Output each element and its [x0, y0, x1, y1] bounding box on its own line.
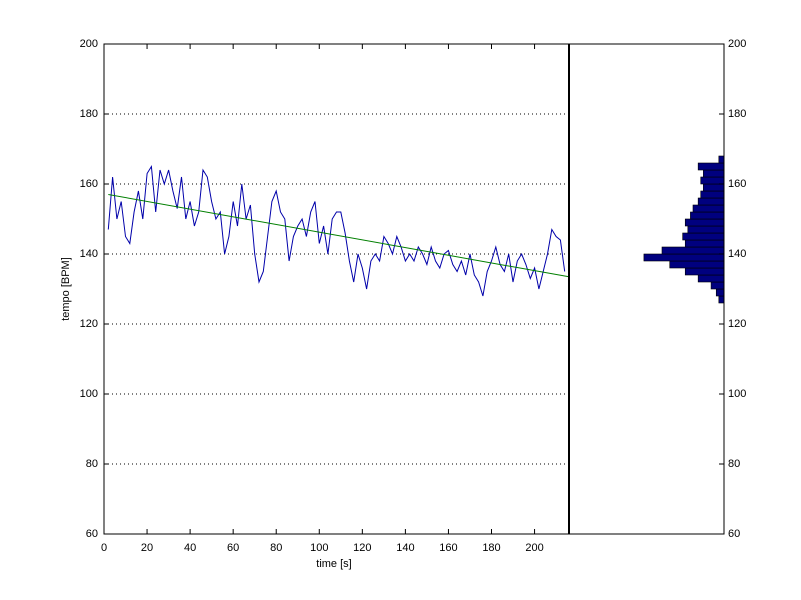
y-tick-label: 100: [80, 388, 98, 400]
histogram-bar: [710, 281, 725, 290]
y-tick-label: 160: [80, 178, 98, 190]
series-line: [107, 164, 566, 297]
x-tick-label: 160: [439, 542, 457, 554]
histogram-bar: [703, 183, 725, 192]
x-tick-label: 80: [270, 542, 282, 554]
y-tick-label: 180: [728, 108, 746, 120]
x-tick-label: 200: [525, 542, 543, 554]
histogram-bar: [684, 239, 725, 248]
histogram-bar: [684, 218, 725, 227]
y-tick-label: 200: [80, 38, 98, 50]
y-tick-label: 180: [80, 108, 98, 120]
y-axis-label: tempo [BPM]: [60, 257, 72, 321]
y-tick-label: 160: [728, 178, 746, 190]
histogram-bar: [690, 211, 725, 220]
y-tick-label: 80: [728, 458, 740, 470]
x-tick-label: 40: [184, 542, 196, 554]
y-tick-label: 140: [728, 248, 746, 260]
y-tick-label: 120: [728, 318, 746, 330]
histogram-bar: [684, 267, 725, 276]
x-tick-label: 140: [396, 542, 414, 554]
histogram-bar: [718, 295, 725, 304]
histogram-bar: [669, 260, 725, 269]
y-tick-label: 200: [728, 38, 746, 50]
x-axis-label: time [s]: [316, 558, 351, 570]
y-tick-label: 140: [80, 248, 98, 260]
series-line: [108, 194, 570, 278]
y-tick-label: 60: [86, 528, 98, 540]
x-tick-label: 180: [482, 542, 500, 554]
x-tick-label: 20: [141, 542, 153, 554]
x-tick-label: 0: [101, 542, 107, 554]
histogram-bar: [643, 253, 725, 262]
histogram-bar: [697, 197, 725, 206]
y-tick-label: 120: [80, 318, 98, 330]
histogram-bar: [697, 274, 725, 283]
y-tick-label: 80: [86, 458, 98, 470]
histogram-bar: [692, 204, 725, 213]
histogram-bar: [718, 155, 725, 164]
y-tick-label: 100: [728, 388, 746, 400]
histogram-bar: [687, 225, 725, 234]
histogram-bar: [682, 232, 725, 241]
histogram-bar: [661, 246, 725, 255]
axes-box: [568, 43, 725, 535]
x-tick-label: 60: [227, 542, 239, 554]
y-tick-label: 60: [728, 528, 740, 540]
histogram-bar: [703, 169, 725, 178]
histogram-bar: [697, 162, 725, 171]
histogram-bar: [700, 190, 725, 199]
axes-box: [103, 43, 570, 535]
histogram-bar: [700, 176, 725, 185]
x-tick-label: 100: [310, 542, 328, 554]
histogram-bar: [715, 288, 725, 297]
x-tick-label: 120: [353, 542, 371, 554]
